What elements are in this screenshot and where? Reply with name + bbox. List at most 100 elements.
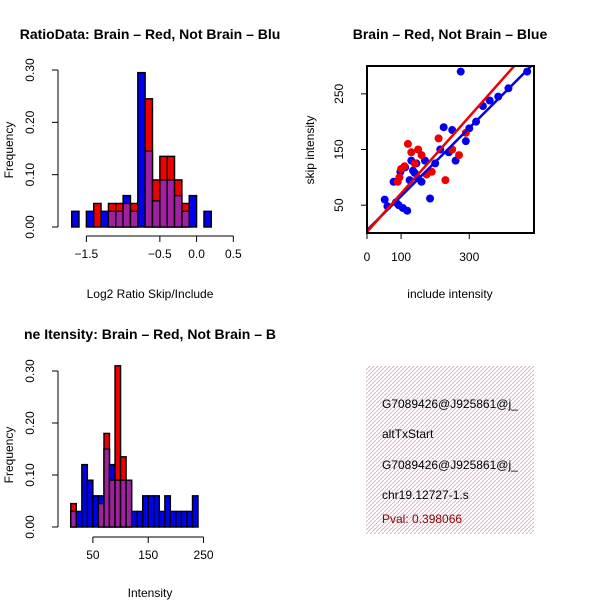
intensity-hist-bar-blue xyxy=(75,510,83,528)
scatter-point-red xyxy=(434,134,443,143)
scatter-ylabel: skip intensity xyxy=(303,116,317,185)
scatter-y-tick-label: 150 xyxy=(332,139,346,159)
scatter-points xyxy=(367,66,533,233)
scatter-point-red xyxy=(407,148,416,157)
ratio-hist-bar-blue xyxy=(100,210,110,228)
intensity-hist-bar-blue xyxy=(147,495,155,528)
ratio-hist-xlabel: Log2 Ratio Skip/Include xyxy=(87,287,214,301)
intensity-hist-bar-overlap xyxy=(125,479,133,528)
ratio-hist-ylabel: Frequency xyxy=(2,122,16,179)
ratio-hist-bar-overlap xyxy=(166,179,176,228)
intensity-hist-title: ne Itensity: Brain – Red, Not Brain – B xyxy=(24,326,276,342)
intensity-hist-bar-blue xyxy=(136,510,144,528)
scatter-point-red xyxy=(441,176,450,185)
scatter-x-tick-label: 300 xyxy=(459,250,479,264)
ratio-hist-y-tick-label: 0.00 xyxy=(23,215,37,239)
ratio-hist-y-tick-label: 0.20 xyxy=(23,110,37,134)
intensity-hist-y-tick-label: 0.20 xyxy=(23,411,37,435)
intensity-hist-bar-blue xyxy=(169,510,177,528)
intensity-hist-bars xyxy=(70,365,199,528)
intensity-hist-bar-blue xyxy=(158,510,166,528)
ratio-hist-x-tick-label: −1.5 xyxy=(75,247,99,261)
intensity-hist-bar-blue xyxy=(180,510,188,528)
intensity-hist-bar-overlap xyxy=(108,479,116,528)
ratio-hist-bar-blue xyxy=(70,210,80,228)
intensity-hist-bar-blue xyxy=(175,510,183,528)
intensity-hist-bar-blue xyxy=(191,495,199,528)
ratio-hist-bar-red xyxy=(93,202,102,228)
scatter-point-red xyxy=(455,151,464,160)
scatter-point-blue xyxy=(456,67,465,76)
intensity-hist-y-tick-label: 0.30 xyxy=(23,359,37,383)
info-line-2: altTxStart xyxy=(382,427,434,441)
scatter-xlabel: include intensity xyxy=(407,287,492,301)
intensity-hist-x-tick-label: 50 xyxy=(86,548,100,562)
ratio-hist-bar-overlap xyxy=(181,210,190,228)
intensity-hist-bar-overlap xyxy=(114,479,122,528)
scatter-axes: 0 100 300 50 150 250 xyxy=(332,65,535,264)
scatter-point-blue xyxy=(380,195,389,204)
intensity-hist-x-tick-label: 150 xyxy=(138,548,158,562)
scatter-point-blue xyxy=(439,123,448,132)
intensity-hist-x-tick-label: 250 xyxy=(194,548,214,562)
intensity-hist-bar-overlap xyxy=(119,479,127,528)
scatter-fit-line-red xyxy=(367,66,516,233)
intensity-hist-ylabel: Frequency xyxy=(2,427,16,484)
ratio-hist-bar-overlap xyxy=(122,202,132,228)
ratio-hist-bar-overlap xyxy=(151,200,161,228)
ratio-histogram: RatioData: Brain – Red, Not Brain – Blu … xyxy=(2,26,280,301)
ratio-hist-bar-blue xyxy=(85,210,95,228)
intensity-hist-xlabel: Intensity xyxy=(128,586,173,600)
scatter-point-blue xyxy=(485,96,494,105)
info-panel-background xyxy=(366,366,534,534)
ratio-hist-bar-overlap xyxy=(159,179,168,228)
intensity-hist-y-tick-label: 0.10 xyxy=(23,463,37,487)
intensity-hist-bar-blue xyxy=(141,495,149,528)
ratio-hist-bar-overlap xyxy=(107,210,117,228)
intensity-scatter: Brain – Red, Not Brain – Blue skip inten… xyxy=(303,26,547,301)
ratio-hist-x-tick-label: −0.5 xyxy=(148,247,172,261)
intensity-hist-bar-overlap xyxy=(70,510,78,528)
scatter-point-red xyxy=(400,162,409,171)
ratio-hist-bar-overlap xyxy=(129,210,139,228)
intensity-hist-bar-blue xyxy=(153,495,160,528)
intensity-hist-axes: 50 150 250 0.00 0.10 0.20 0.30 xyxy=(23,359,214,562)
ratio-hist-y-tick-label: 0.30 xyxy=(23,58,37,82)
scatter-x-tick-label: 100 xyxy=(391,250,411,264)
ratio-hist-bar-overlap xyxy=(173,194,183,228)
ratio-hist-x-tick-label: 0.5 xyxy=(225,247,242,261)
ratio-hist-bar-blue xyxy=(188,194,198,228)
intensity-hist-bar-blue xyxy=(130,510,138,528)
intensity-hist-bar-overlap xyxy=(97,502,105,528)
scatter-point-blue xyxy=(461,137,470,146)
scatter-point-red xyxy=(410,159,419,168)
ratio-hist-axes: −1.5 −0.5 0.0 0.5 0.00 0.10 0.20 0.30 xyxy=(23,58,242,261)
info-line-3: G7089426@J925861@j_ xyxy=(382,458,518,472)
scatter-point-red xyxy=(417,151,426,160)
intensity-hist-y-tick-label: 0.00 xyxy=(23,515,37,539)
info-line-1: G7089426@J925861@j_ xyxy=(382,397,518,411)
ratio-hist-bar-blue xyxy=(203,210,212,228)
intensity-hist-bar-blue xyxy=(92,495,100,528)
scatter-point-blue xyxy=(403,206,412,215)
scatter-y-tick-label: 50 xyxy=(332,198,346,212)
ratio-hist-bars xyxy=(70,71,212,228)
ratio-hist-bar-overlap xyxy=(115,210,124,228)
info-pval: Pval: 0.398066 xyxy=(382,512,462,526)
ratio-hist-bar-overlap xyxy=(144,150,154,228)
scatter-point-blue xyxy=(426,194,435,203)
intensity-hist-bar-overlap xyxy=(103,448,111,528)
scatter-y-tick-label: 250 xyxy=(332,84,346,104)
scatter-point-blue xyxy=(417,177,426,186)
intensity-hist-bar-blue xyxy=(164,495,172,528)
scatter-point-red xyxy=(427,167,436,176)
scatter-title: Brain – Red, Not Brain – Blue xyxy=(353,26,548,42)
intensity-hist-bar-blue xyxy=(81,463,89,528)
ratio-hist-title: RatioData: Brain – Red, Not Brain – Blu xyxy=(20,26,281,42)
intensity-histogram: ne Itensity: Brain – Red, Not Brain – B … xyxy=(2,326,276,600)
intensity-hist-bar-blue xyxy=(186,510,194,528)
scatter-point-red xyxy=(403,139,412,148)
scatter-point-red xyxy=(395,173,404,182)
ratio-hist-bar-blue xyxy=(137,71,146,228)
